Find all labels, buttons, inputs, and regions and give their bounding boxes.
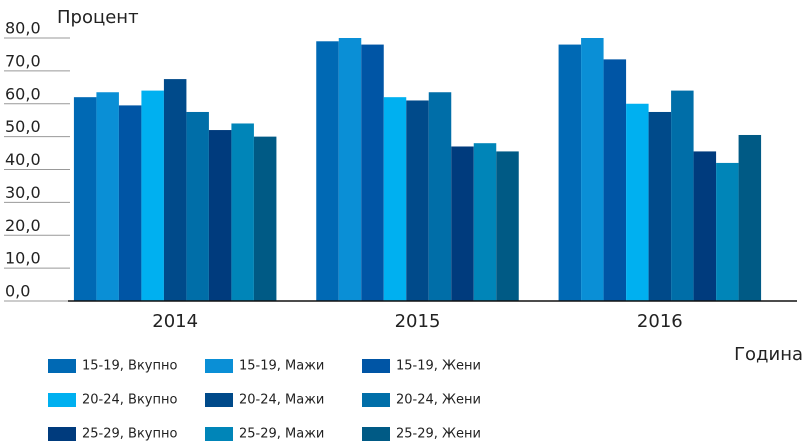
bar <box>716 162 739 301</box>
bar <box>118 105 142 301</box>
bar <box>451 146 474 301</box>
y-tick-label: 20,0 <box>5 216 41 235</box>
legend-label: 25-29, Вкупно <box>82 427 178 442</box>
legend-swatch <box>205 359 233 373</box>
bar <box>383 97 407 301</box>
bar <box>163 79 187 301</box>
y-tick-label: 80,0 <box>5 19 41 38</box>
bar <box>96 92 119 302</box>
y-axis-label: Процент <box>57 7 139 28</box>
bar <box>253 136 277 301</box>
legend-label: 25-29, Мажи <box>239 427 324 442</box>
x-tick-label: 2014 <box>152 311 198 332</box>
legend-swatch <box>205 427 233 441</box>
y-tick-label: 10,0 <box>5 249 41 268</box>
bar <box>186 111 209 301</box>
bar <box>738 134 762 301</box>
bar <box>316 41 339 301</box>
legend-label: 25-29, Жени <box>396 427 481 442</box>
bar <box>338 38 362 301</box>
legend-swatch <box>362 359 390 373</box>
bar <box>231 123 254 301</box>
legend-label: 15-19, Вкупно <box>82 359 178 374</box>
legend-swatch <box>48 427 76 441</box>
x-axis-label: Година <box>734 344 803 365</box>
x-tick-label: 2016 <box>637 311 683 332</box>
bar <box>581 38 604 301</box>
bar <box>603 59 627 302</box>
legend-swatch <box>205 393 233 407</box>
bar <box>406 100 429 302</box>
y-tick-label: 70,0 <box>5 51 41 70</box>
bar <box>648 111 672 301</box>
bar <box>473 143 497 301</box>
legend-label: 20-24, Жени <box>396 393 481 408</box>
bar <box>73 97 97 301</box>
legend-label: 15-19, Жени <box>396 359 481 374</box>
bar <box>208 130 232 301</box>
bar <box>558 44 582 301</box>
legend-label: 15-19, Мажи <box>239 359 324 374</box>
legend-swatch <box>362 393 390 407</box>
bar <box>361 44 384 301</box>
y-tick-label: 60,0 <box>5 84 41 103</box>
bar <box>693 151 717 301</box>
bar <box>141 90 164 301</box>
y-tick-label: 30,0 <box>5 183 41 202</box>
y-tick-label: 50,0 <box>5 117 41 136</box>
x-tick-label: 2015 <box>395 311 441 332</box>
bar <box>626 103 649 301</box>
legend-swatch <box>362 427 390 441</box>
bar <box>428 92 452 302</box>
bar <box>496 151 519 301</box>
y-tick-label: 0,0 <box>5 282 30 301</box>
legend-label: 20-24, Мажи <box>239 393 324 408</box>
legend-label: 20-24, Вкупно <box>82 393 178 408</box>
legend-swatch <box>48 393 76 407</box>
bar <box>671 90 694 301</box>
legend-swatch <box>48 359 76 373</box>
y-tick-label: 40,0 <box>5 150 41 169</box>
